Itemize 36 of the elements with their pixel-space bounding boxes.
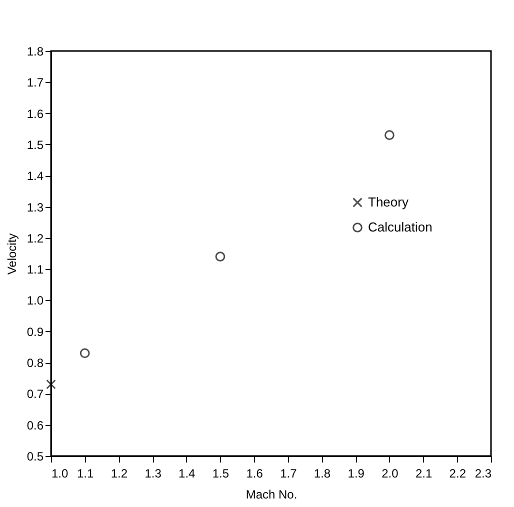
y-tick-label: 1.4	[26, 169, 44, 184]
y-tick-label: 1.8	[26, 44, 44, 58]
x-tick-label: 1.7	[280, 466, 298, 480]
legend-label: Calculation	[368, 220, 432, 234]
x-tick-label: 1.1	[77, 466, 94, 480]
y-tick-label: 1.2	[26, 231, 44, 246]
point	[215, 252, 226, 262]
legend-label: Theory	[368, 194, 409, 210]
point	[80, 348, 90, 358]
x-tick-label: 1.8	[314, 466, 331, 480]
y-tick-label: 0.6	[26, 418, 44, 432]
y-tick-label: 0.8	[26, 356, 44, 370]
x-tick-label: 1.3	[144, 466, 162, 480]
y-tick-label: 0.9	[26, 324, 44, 339]
x-tick-label: 1.5	[212, 466, 230, 480]
y-tick-label: 1.7	[26, 76, 44, 90]
x-tick-label: 1.2	[110, 466, 128, 480]
y-tick-label: 1.3	[26, 200, 44, 214]
point	[46, 379, 56, 390]
x-tick-label: 1.0	[52, 466, 69, 480]
y-tick-label: 0.5	[26, 450, 44, 464]
y-tick-label: 1.0	[26, 294, 44, 308]
y-tick-label: 0.7	[26, 387, 44, 402]
x-tick-label: 2.0	[382, 466, 399, 480]
x-tick-label: 2.2	[449, 466, 466, 480]
y-tick-label: 1.6	[26, 106, 44, 121]
y-axis-title: Velocity	[4, 233, 19, 275]
x-axis-title: Mach No.	[246, 488, 298, 502]
x-tick-label: 1.4	[178, 466, 196, 480]
y-tick-label: 1.1	[26, 262, 44, 277]
x-tick-label: 1.6	[246, 466, 264, 480]
x-tick-label: 2.1	[415, 466, 432, 480]
y-tick-label: 1.5	[26, 138, 44, 152]
x-tick-label: 1.9	[348, 466, 365, 480]
x-tick-label: 2.3	[474, 466, 492, 480]
point	[384, 130, 394, 140]
